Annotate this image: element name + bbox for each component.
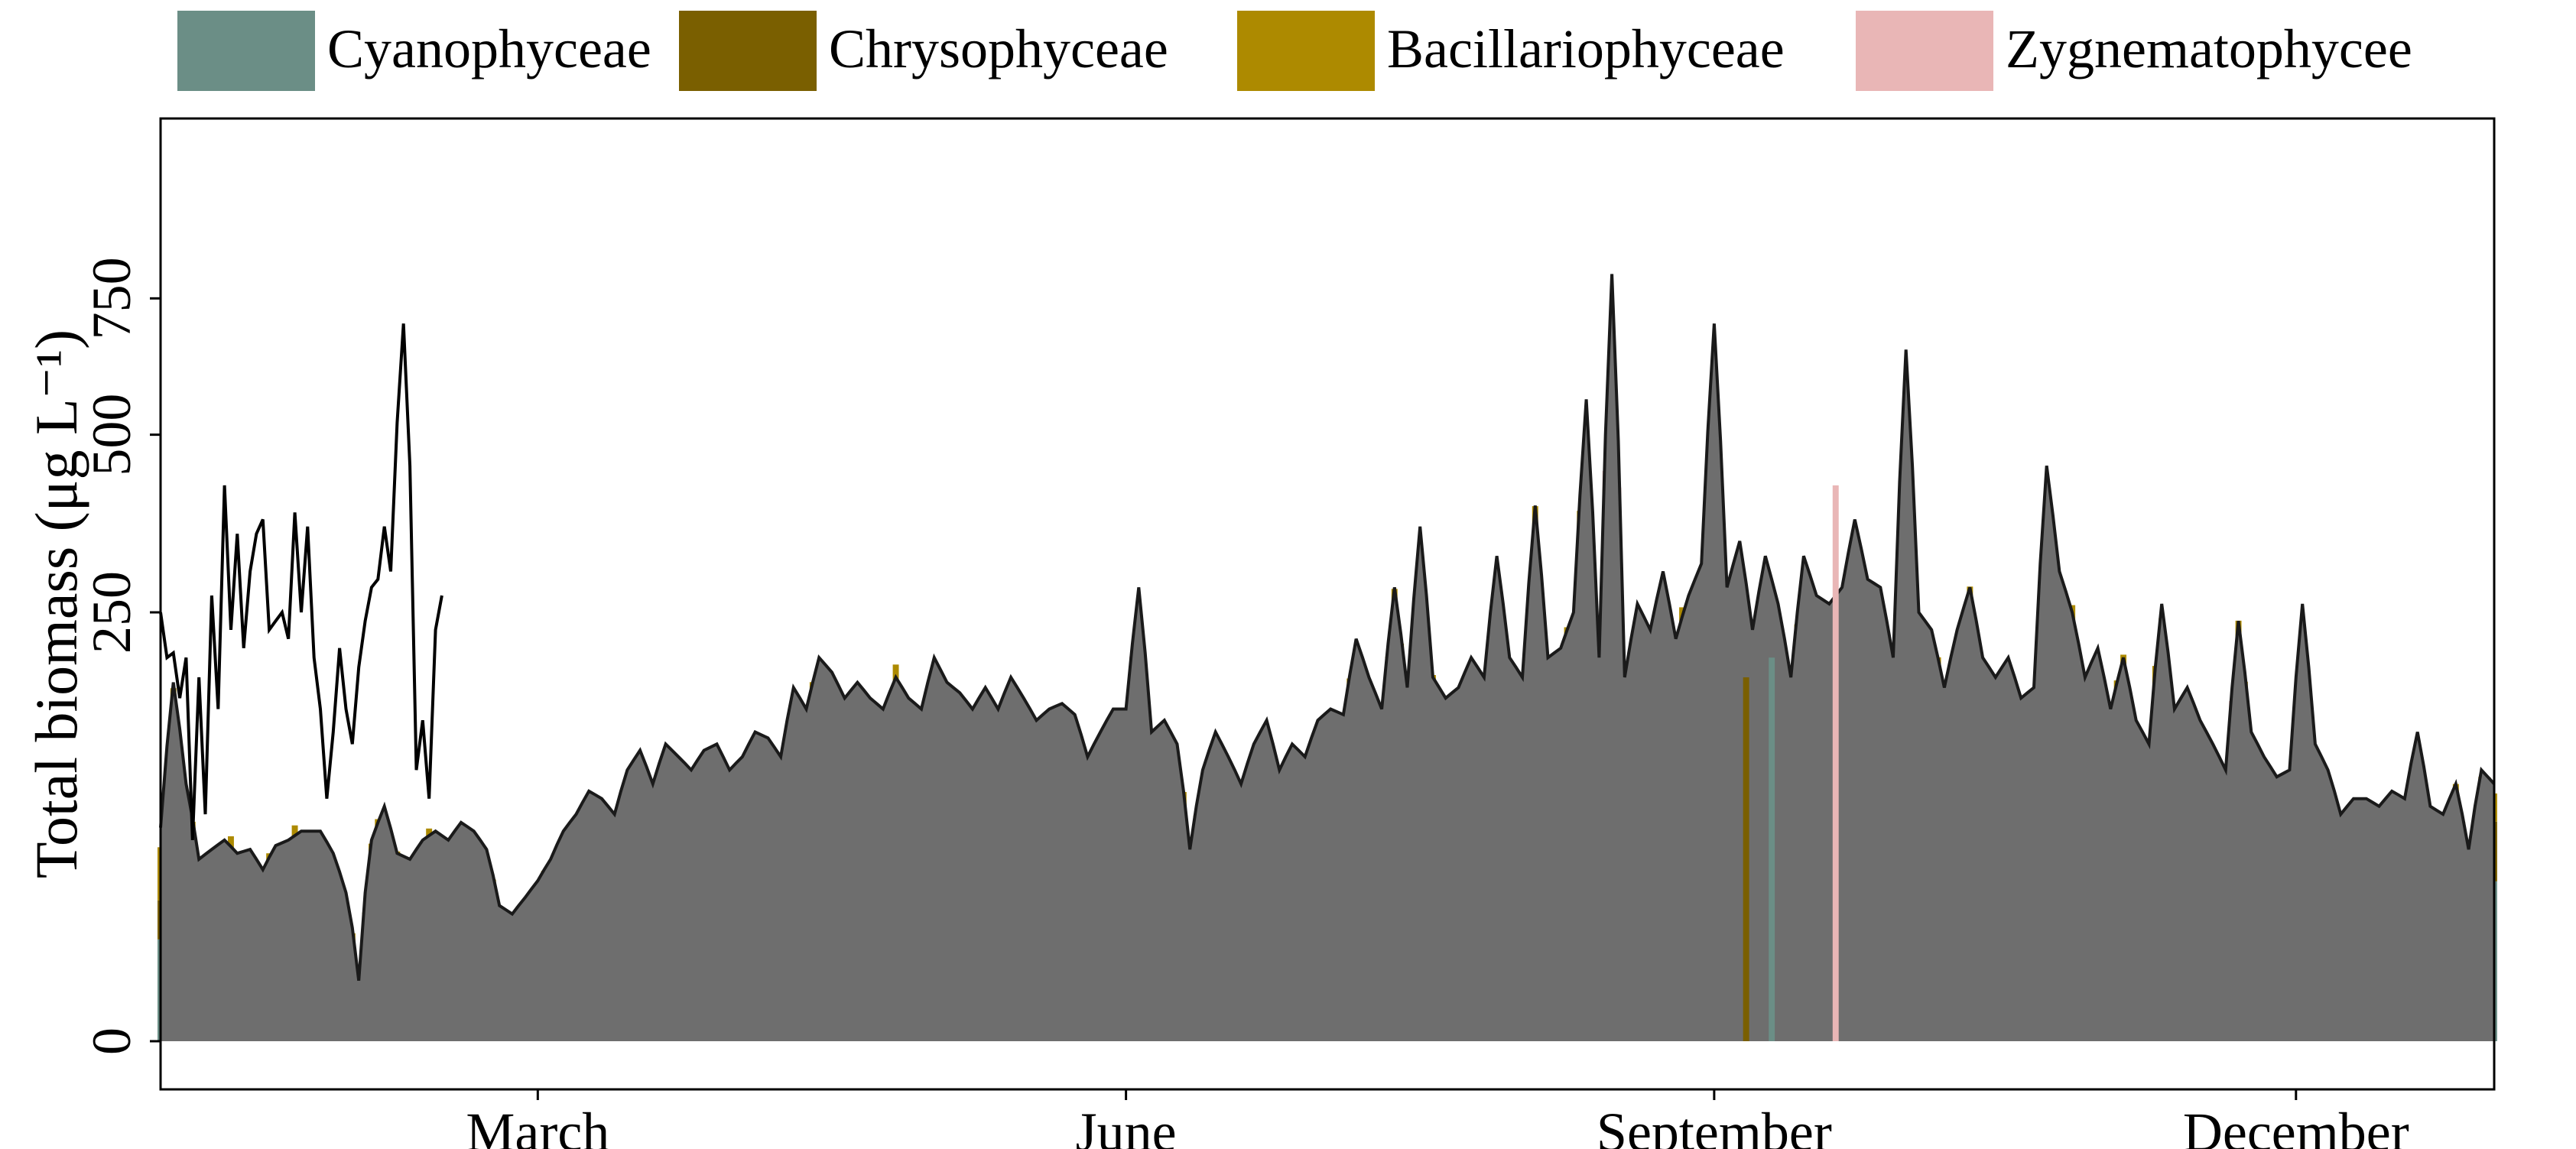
- y-tick-label: 0: [81, 1027, 142, 1055]
- highlight-bar-2: [1832, 485, 1839, 1041]
- legend-label-bacillariophyceae: Bacillariophyceae: [1387, 18, 1785, 80]
- legend: Cyanophyceae Chrysophyceae Bacillariophyce…: [177, 11, 2412, 91]
- legend-swatch-cyanophyceae: [177, 11, 315, 91]
- y-tick-label: 500: [81, 394, 142, 476]
- x-tick-label: December: [2183, 1102, 2409, 1149]
- plot-frame: [159, 117, 2496, 1091]
- legend-label-cyanophyceae: Cyanophyceae: [327, 18, 651, 80]
- envelope-layer: [161, 274, 2494, 1041]
- x-tick-label: March: [466, 1102, 609, 1149]
- y-tick-label: 750: [81, 257, 142, 339]
- y-axis: 0 250 500 750: [81, 257, 161, 1055]
- legend-swatch-bacillariophyceae: [1237, 11, 1375, 91]
- y-tick-label: 250: [81, 571, 142, 654]
- plot-area: [158, 117, 2497, 1091]
- y-axis-title: Total biomass (μg L⁻¹): [23, 329, 89, 878]
- total-biomass-line: [159, 274, 2496, 981]
- legend-swatch-chrysophyceae: [679, 11, 817, 91]
- legend-swatch-zygnematophycee: [1856, 11, 1993, 91]
- early-season-line: [159, 323, 443, 840]
- legend-label-chrysophyceae: Chrysophyceae: [829, 18, 1168, 80]
- x-axis: March June September December: [466, 1089, 2409, 1149]
- total-biomass-area: [161, 274, 2494, 1041]
- x-tick-label: June: [1076, 1102, 1177, 1149]
- highlight-bar-0: [1743, 677, 1749, 1041]
- highlight-bar-1: [1769, 657, 1775, 1041]
- legend-label-zygnematophycee: Zygnematophycee: [2006, 18, 2412, 80]
- x-tick-label: September: [1597, 1102, 1832, 1149]
- lines-layer: [159, 274, 2496, 1041]
